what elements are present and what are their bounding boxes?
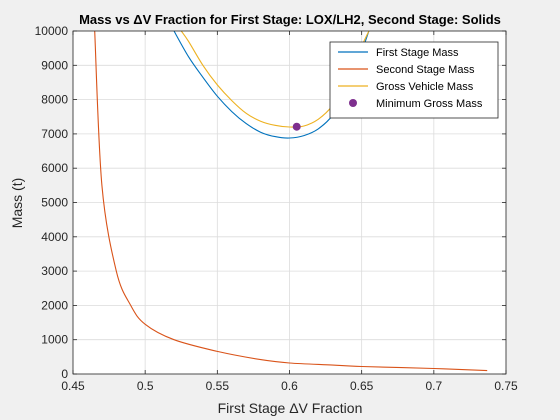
x-tick-label: 0.65 [350, 379, 374, 393]
legend-label: First Stage Mass [376, 47, 459, 59]
y-tick-label: 10000 [35, 24, 69, 38]
y-axis-label: Mass (t) [9, 178, 25, 229]
x-tick-label: 0.55 [206, 379, 230, 393]
x-tick-label: 0.75 [494, 379, 518, 393]
y-tick-label: 5000 [41, 196, 68, 210]
x-tick-label: 0.7 [425, 379, 442, 393]
y-tick-label: 0 [61, 367, 68, 381]
legend-label: Minimum Gross Mass [376, 98, 483, 110]
legend-marker [349, 99, 357, 107]
y-tick-label: 4000 [41, 230, 68, 244]
x-tick-label: 0.5 [137, 379, 154, 393]
x-tick-label: 0.6 [281, 379, 298, 393]
y-tick-label: 8000 [41, 93, 68, 107]
axis-ticks: 0.45 0.5 0.55 0.6 0.65 0.7 0.75 0 1000 2000 3000 40… [35, 24, 518, 393]
x-tick-label: 0.45 [61, 379, 85, 393]
legend-label: Second Stage Mass [376, 64, 475, 76]
series-line-second-stage-mass [94, 31, 488, 372]
x-axis-label: First Stage ΔV Fraction [218, 400, 363, 416]
legend-label: Gross Vehicle Mass [376, 81, 474, 93]
y-tick-label: 3000 [41, 264, 68, 278]
chart-title: Mass vs ΔV Fraction for First Stage: LOX… [79, 12, 501, 27]
y-tick-label: 2000 [41, 298, 68, 312]
legend: First Stage Mass Second Stage Mass Gross V… [329, 41, 499, 119]
y-tick-label: 6000 [41, 161, 68, 175]
minimum-gross-mass-marker [292, 122, 301, 131]
y-tick-label: 9000 [41, 58, 68, 72]
y-tick-label: 1000 [41, 333, 68, 347]
legend-box [329, 41, 499, 119]
y-tick-label: 7000 [41, 127, 68, 141]
